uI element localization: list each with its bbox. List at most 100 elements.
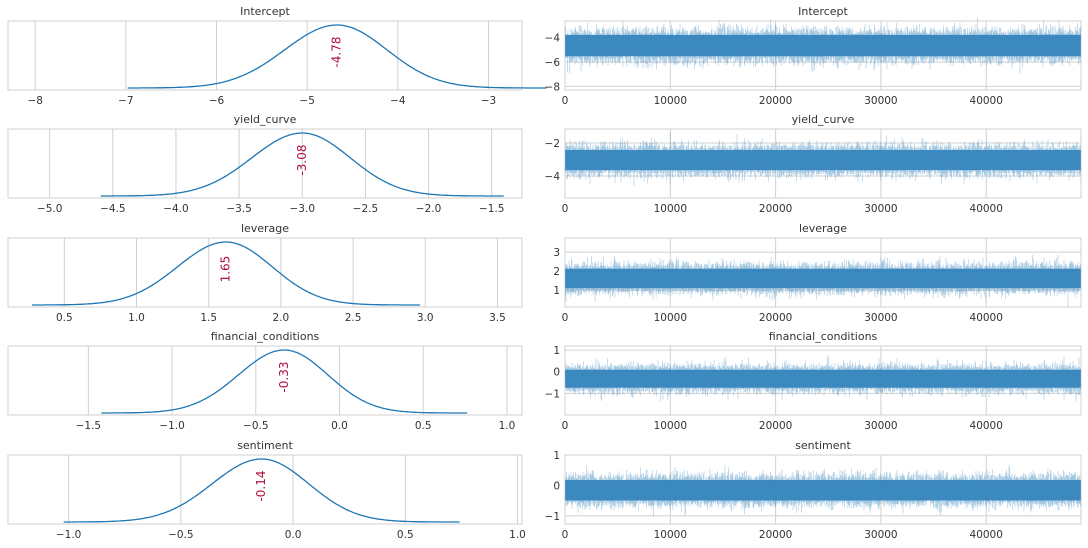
x-tick-label: −3.5	[226, 203, 252, 215]
x-tick-label: 1.5	[200, 312, 217, 324]
density-panel-1: yield_curve −5.0 −4.5 −4.0 −3.5 −3.0 −2.5 −2.0 −…	[7, 113, 523, 215]
trace-line-core	[565, 268, 1081, 289]
x-tick-label: −2.0	[416, 203, 442, 215]
x-tick-label: 0.5	[415, 420, 432, 432]
y-tick-label: −1	[545, 388, 560, 400]
y-tick-label: −8	[545, 81, 560, 93]
x-tick-label: −6	[209, 95, 225, 107]
trace-panel-1: yield_curve 0 10000 20000 30000 40000 −2 −4	[545, 113, 1082, 215]
mean-annotation: -4.78	[330, 37, 344, 68]
axes-frame	[564, 237, 1082, 308]
x-tick-label: −4	[390, 95, 406, 107]
x-tick-label: 30000	[864, 95, 897, 107]
y-tick-label: −6	[545, 57, 561, 69]
x-tick-label: 0.5	[56, 312, 73, 324]
density-curve	[63, 458, 460, 523]
y-tick-label: −2	[545, 138, 560, 150]
y-tick-label: 1	[553, 285, 560, 297]
axes-frame	[7, 20, 523, 91]
trace-panel-3: financial_conditions 0 10000 20000 30000 4000…	[545, 330, 1082, 432]
x-tick-label: 0.0	[285, 529, 302, 541]
y-tick-label: 2	[553, 266, 560, 278]
x-tick-label: −1.5	[479, 203, 505, 215]
x-tick-label: 40000	[970, 312, 1003, 324]
x-tick-label: 40000	[970, 203, 1003, 215]
x-tick-label: −1.5	[76, 420, 102, 432]
x-tick-label: 1.0	[499, 420, 516, 432]
x-tick-label: 30000	[864, 312, 897, 324]
x-tick-label: 2.0	[273, 312, 290, 324]
x-tick-label: 30000	[864, 420, 897, 432]
y-tick-label: −1	[545, 511, 560, 523]
panel-title: sentiment	[795, 439, 851, 452]
x-tick-label: 3.5	[489, 312, 506, 324]
axes-frame	[564, 128, 1082, 199]
x-tick-label: 10000	[654, 529, 687, 541]
y-tick-label: 1	[553, 345, 560, 357]
x-tick-label: 10000	[654, 420, 687, 432]
y-tick-label: 3	[553, 247, 560, 259]
panel-title: financial_conditions	[769, 330, 878, 343]
panel-title: sentiment	[237, 439, 293, 452]
x-tick-label: 1.0	[128, 312, 145, 324]
panel-title: Intercept	[798, 5, 848, 18]
x-tick-label: −5	[299, 95, 314, 107]
x-tick-label: 20000	[759, 420, 792, 432]
x-tick-label: −2.5	[353, 203, 379, 215]
x-tick-label: 2.5	[345, 312, 362, 324]
density-curve	[101, 349, 468, 414]
x-tick-label: 40000	[970, 529, 1003, 541]
axes-frame	[7, 128, 523, 199]
mean-annotation: -0.14	[254, 471, 268, 502]
x-tick-label: 40000	[970, 95, 1003, 107]
axes-frame	[564, 454, 1082, 525]
density-panel-4: sentiment −1.0 −0.5 0.0 0.5 1.0 -0.14	[7, 439, 526, 541]
axes-frame	[564, 345, 1082, 416]
axes-frame	[7, 237, 523, 308]
x-tick-label: 0	[562, 312, 569, 324]
mean-annotation: 1.65	[219, 256, 233, 283]
y-tick-label: 0	[553, 367, 560, 379]
x-tick-label: 40000	[970, 420, 1003, 432]
mean-annotation: -3.08	[295, 145, 309, 176]
density-curve	[32, 241, 421, 306]
x-tick-label: −1.0	[56, 529, 82, 541]
panel-title: leverage	[799, 222, 847, 235]
y-tick-label: −4	[545, 33, 561, 45]
x-tick-label: 0	[562, 420, 569, 432]
x-tick-label: 10000	[654, 95, 687, 107]
density-curve	[100, 132, 504, 197]
axes-frame	[7, 345, 523, 416]
trace-line-core	[565, 34, 1081, 57]
trace-panel-2: leverage 0 10000 20000 30000 40000 1 2 3	[553, 222, 1082, 324]
trace-panel-0: Intercept 0 10000 20000 30000 40000 −4 −6 −8	[545, 5, 1082, 107]
x-tick-label: 0	[562, 95, 569, 107]
panel-title: financial_conditions	[211, 330, 320, 343]
x-tick-label: −3.0	[290, 203, 316, 215]
density-panel-0: Intercept −8 −7 −6 −5 −4 −3 -4.78	[7, 5, 547, 107]
x-tick-label: 30000	[864, 203, 897, 215]
x-tick-label: 20000	[759, 312, 792, 324]
trace-line-core	[565, 150, 1081, 171]
x-tick-label: −1.0	[159, 420, 185, 432]
density-panel-2: leverage 0.5 1.0 1.5 2.0 2.5 3.0 3.5 1.65	[7, 222, 523, 324]
axes-frame	[7, 454, 523, 525]
x-tick-label: −4.0	[163, 203, 189, 215]
x-tick-label: −3	[481, 95, 496, 107]
x-tick-label: 0.0	[331, 420, 348, 432]
density-panel-3: financial_conditions −1.5 −1.0 −0.5 0.0 0.5 1.…	[7, 330, 523, 432]
y-tick-label: −4	[545, 171, 561, 183]
trace-line-core	[565, 480, 1081, 501]
x-tick-label: 1.0	[509, 529, 526, 541]
panel-title: leverage	[241, 222, 289, 235]
x-tick-label: −7	[118, 95, 133, 107]
axes-frame	[564, 20, 1082, 91]
x-tick-label: −4.5	[100, 203, 126, 215]
x-tick-label: 20000	[759, 95, 792, 107]
mean-annotation: -0.33	[277, 362, 291, 393]
x-tick-label: −8	[27, 95, 42, 107]
x-tick-label: −0.5	[243, 420, 269, 432]
